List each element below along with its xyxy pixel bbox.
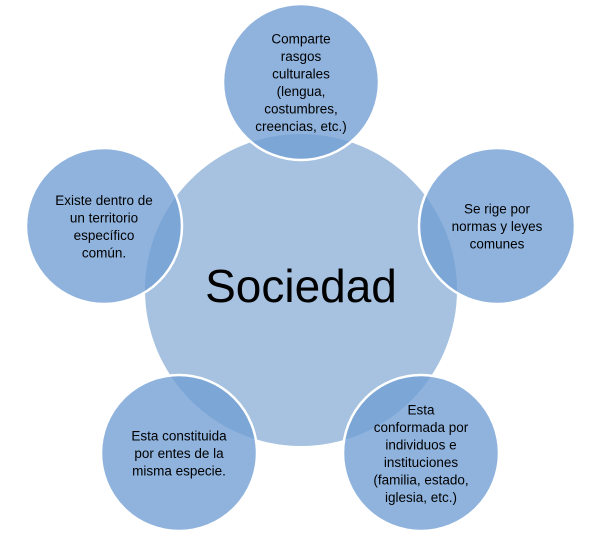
satellite-label-line: individuos e (385, 437, 456, 452)
satellite-label-line: instituciones (384, 455, 459, 470)
satellite-label-line: normas y leyes (452, 219, 543, 234)
satellite-label-line: creencias, etc.) (255, 119, 347, 134)
satellite-labels: Comparte rasgos culturales (lengua, costumbr… (55, 31, 543, 505)
satellite-label-line: (familia, estado, (373, 472, 468, 487)
satellite-label-line: Comparte (271, 31, 330, 46)
satellite-circle-norms (417, 146, 577, 306)
satellite-label-line: comunes (470, 237, 525, 252)
satellite-circle-species (99, 373, 259, 533)
center-label: Sociedad (205, 260, 397, 312)
satellite-label-norms: Se rige por normas y leyes comunes (452, 202, 543, 252)
satellite-label-line: Existe dentro de (55, 193, 153, 208)
satellite-label-line: específico (74, 228, 135, 243)
satellite-label-line: Se rige por (464, 202, 531, 217)
satellite-label-line: misma especie. (132, 464, 226, 479)
satellite-label-line: conformada por (374, 420, 469, 435)
satellite-label-line: rasgos (281, 49, 322, 64)
satellite-label-line: (lengua, (277, 84, 326, 99)
satellite-nodes (24, 2, 577, 533)
satellite-label-line: costumbres, (264, 101, 338, 116)
satellite-label-line: iglesia, etc.) (385, 490, 457, 505)
satellite-label-line: un territorio (70, 210, 138, 225)
satellite-label-individuals: Esta conformada por individuos e institucio… (373, 402, 468, 505)
satellite-label-line: Esta (407, 402, 435, 417)
center-circle (145, 134, 457, 446)
satellite-label-line: común. (82, 245, 126, 260)
satellite-label-territory: Existe dentro de un territorio específico c… (55, 193, 153, 260)
satellite-label-line: Esta constituida (131, 429, 227, 444)
satellite-label-species: Esta constituida por entes de la misma esp… (131, 429, 227, 479)
satellite-circle-territory (24, 146, 184, 306)
satellite-label-line: culturales (272, 66, 330, 81)
satellite-label-line: por entes de la (134, 446, 224, 461)
satellite-circle-individuals (341, 373, 501, 533)
satellite-circle-culture (221, 2, 381, 162)
satellite-label-culture: Comparte rasgos culturales (lengua, costumbr… (255, 31, 347, 134)
